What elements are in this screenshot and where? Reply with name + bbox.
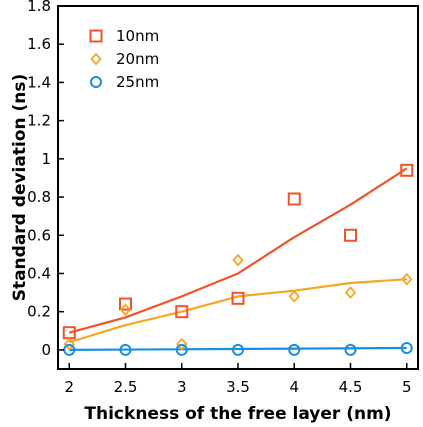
fit-lines [68,167,408,351]
legend-marker-10nm [89,29,103,43]
fit-line-10nm [68,167,408,334]
x-tick-label: 3 [177,378,187,396]
x-tick-label: 5 [402,378,412,396]
axes: 2 2.5 3 3.5 4 4.5 5 0 0.2 0.4 0.6 0.8 1 1.2 1.4 1.6 1.8 [27,0,419,396]
data-point-10nm [400,163,414,177]
y-tick-label: 0.8 [27,188,51,206]
data-point-25nm [400,341,413,354]
legend-label: 20nm [116,50,159,68]
plot-frame [57,5,419,370]
x-axis-label: Thickness of the free layer (nm) [84,404,391,424]
y-tick-label: 1.4 [27,73,51,91]
x-tick-label: 4 [289,378,299,396]
data-point-10nm [287,192,301,206]
y-tick-label: 0.4 [27,264,51,282]
x-tick-label: 4.5 [339,378,363,396]
data-point-25nm [175,343,188,356]
data-point-25nm [344,343,357,356]
legend-label: 10nm [116,27,159,45]
y-axis-label: Standard deviation (ns) [10,74,30,302]
data-point-10nm [344,228,357,242]
legend-label: 25nm [116,73,159,91]
data-point-20nm [344,286,357,299]
y-tick-label: 0.6 [27,226,51,244]
fit-line-20nm [68,278,407,344]
y-tick-label: 1.8 [27,0,51,15]
data-point-20nm [119,303,132,317]
y-tick-label: 1.2 [27,112,51,130]
legend-marker-20nm [90,52,102,66]
x-tick-label: 2 [64,378,74,396]
data-point-20nm [288,290,300,303]
legend-marker-25nm [90,76,102,88]
legend: 10nm 20nm 25nm [89,27,159,91]
x-tick-label: 3.5 [226,378,250,396]
y-tick-label: 0.2 [27,303,51,321]
data-point-20nm [232,253,244,267]
data-point-25nm [63,343,76,356]
data-point-25nm [288,343,301,356]
data-point-20nm [401,272,413,286]
y-tick-label: 0 [41,341,51,359]
data-point-20nm [176,337,188,351]
data-point-25nm [119,343,132,356]
data-point-10nm [231,291,245,305]
data-point-20nm [63,337,75,351]
fit-line-25nm [69,346,407,351]
y-tick-label: 1.6 [27,35,51,53]
data-point-10nm [119,297,132,311]
data-point-10nm [175,305,189,319]
data-markers [62,163,414,356]
x-tick-label: 2.5 [114,378,138,396]
y-tick-label: 1 [41,150,51,168]
data-point-25nm [232,343,244,356]
